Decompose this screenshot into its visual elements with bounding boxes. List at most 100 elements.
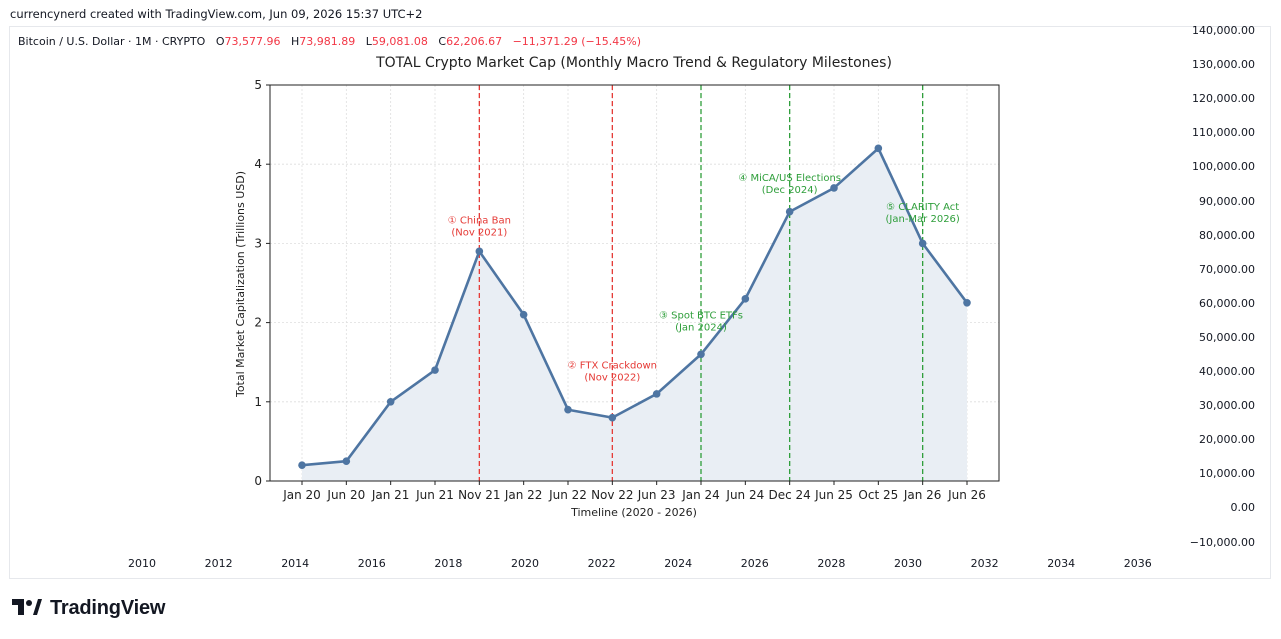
x-tick-label: Jan 20 bbox=[282, 488, 321, 502]
time-scale-label: 2034 bbox=[1047, 557, 1076, 570]
x-tick-label: Jan 21 bbox=[371, 488, 410, 502]
event-label-title: ① China Ban bbox=[448, 216, 511, 227]
event-label-date: (Dec 2024) bbox=[762, 185, 818, 196]
data-point bbox=[298, 461, 306, 469]
time-scale-label: 2022 bbox=[587, 557, 616, 570]
data-point bbox=[608, 413, 617, 422]
symbol-name[interactable]: Bitcoin / U.S. Dollar · 1M · CRYPTO bbox=[18, 35, 206, 48]
plot-border bbox=[269, 84, 1000, 482]
open-value: 73,577.96 bbox=[224, 35, 281, 48]
data-point bbox=[431, 366, 439, 374]
y-axis-label: Total Market Capitalization (Trillions U… bbox=[234, 171, 247, 398]
y-tick-label: 2 bbox=[254, 316, 262, 330]
price-scale-label: 100,000.00 bbox=[1192, 160, 1255, 174]
event-label-title: ④ MiCA/US Elections bbox=[738, 173, 841, 184]
x-tick-label: Jun 22 bbox=[548, 488, 587, 502]
event-label-date: (Jan 2024) bbox=[675, 323, 727, 334]
x-tick-label: Jan 22 bbox=[504, 488, 543, 502]
price-scale-label: 70,000.00 bbox=[1199, 262, 1255, 276]
price-scale-label: 130,000.00 bbox=[1192, 58, 1255, 72]
close-value: 62,206.67 bbox=[446, 35, 503, 48]
time-scale-label: 2010 bbox=[128, 557, 156, 570]
tradingview-logo-icon bbox=[12, 598, 42, 619]
data-point bbox=[785, 207, 794, 216]
low-label: L bbox=[365, 35, 372, 48]
series-line bbox=[301, 147, 969, 467]
data-point bbox=[918, 239, 927, 248]
price-scale-label: 90,000.00 bbox=[1199, 194, 1255, 208]
time-scale-label: 2026 bbox=[740, 557, 769, 570]
event-label-date: (Nov 2021) bbox=[451, 228, 507, 239]
data-point bbox=[830, 184, 838, 192]
event-label-title: ② FTX Crackdown bbox=[568, 361, 657, 372]
price-scale-label: 20,000.00 bbox=[1199, 433, 1255, 447]
x-tick-label: Jun 26 bbox=[947, 488, 986, 502]
price-scale-label: 80,000.00 bbox=[1199, 228, 1255, 242]
price-scale-label: 60,000.00 bbox=[1199, 296, 1255, 310]
data-point bbox=[652, 390, 661, 398]
x-tick-label: Oct 25 bbox=[858, 488, 898, 502]
high-value: 73,981.89 bbox=[299, 35, 356, 48]
x-tick-label: Jun 25 bbox=[814, 488, 853, 502]
tradingview-wordmark: TradingView bbox=[50, 597, 166, 619]
open-label: O bbox=[215, 35, 225, 48]
x-tick-label: Jan 24 bbox=[681, 488, 720, 502]
event-label-date: (Nov 2022) bbox=[584, 373, 640, 384]
time-scale-label: 2020 bbox=[511, 557, 539, 570]
data-point bbox=[963, 299, 971, 307]
x-tick-label: Nov 21 bbox=[458, 488, 501, 502]
x-tick-label: Jun 23 bbox=[637, 488, 676, 502]
x-tick-label: Dec 24 bbox=[769, 488, 811, 502]
data-point bbox=[386, 398, 395, 406]
price-scale-label: 10,000.00 bbox=[1199, 467, 1255, 481]
x-axis-label: Timeline (2020 - 2026) bbox=[570, 506, 697, 519]
event-label-title: ③ Spot BTC ETFs bbox=[659, 311, 743, 322]
data-point bbox=[741, 295, 750, 303]
x-tick-label: Jun 20 bbox=[326, 488, 365, 502]
event-label-date: (Jan-Mar 2026) bbox=[886, 214, 960, 225]
price-scale-label: 50,000.00 bbox=[1199, 330, 1255, 344]
data-point bbox=[342, 457, 351, 466]
time-scale-label: 2018 bbox=[434, 557, 463, 570]
time-scale-label: 2012 bbox=[204, 557, 233, 570]
high-label: H bbox=[291, 35, 300, 48]
low-value: 59,081.08 bbox=[371, 35, 428, 48]
price-scale[interactable]: 140,000.00 130,000.00 120,000.00 110,000.00… bbox=[1182, 0, 1281, 600]
y-tick-label: 3 bbox=[254, 236, 262, 250]
time-scale-label: 2036 bbox=[1123, 557, 1152, 570]
y-tick-label: 0 bbox=[254, 474, 262, 488]
chart-frame bbox=[9, 26, 1271, 579]
chart-title: TOTAL Crypto Market Cap (Monthly Macro T… bbox=[375, 55, 892, 71]
symbol-legend: Bitcoin / U.S. Dollar · 1M · CRYPTO O73,… bbox=[18, 35, 641, 48]
price-scale-label: −10,000.00 bbox=[1189, 535, 1255, 549]
y-tick-label: 5 bbox=[254, 78, 262, 92]
price-scale-label: 120,000.00 bbox=[1192, 92, 1255, 106]
y-tick-label: 1 bbox=[254, 395, 262, 409]
price-scale-label: 30,000.00 bbox=[1199, 399, 1255, 413]
close-label: C bbox=[438, 35, 447, 48]
data-point bbox=[564, 405, 572, 414]
area-fill bbox=[302, 148, 967, 482]
data-point bbox=[519, 310, 528, 319]
change-value: −11,371.29 (−15.45%) bbox=[512, 35, 642, 48]
event-label-title: ⑤ CLARITY Act bbox=[886, 202, 959, 213]
time-scale-label: 2032 bbox=[970, 557, 999, 570]
time-scale-label: 2028 bbox=[817, 557, 846, 570]
price-scale-label: 40,000.00 bbox=[1199, 365, 1255, 378]
time-scale-label: 2014 bbox=[281, 557, 310, 570]
price-scale-label: 110,000.00 bbox=[1192, 126, 1255, 140]
x-tick-label: Nov 22 bbox=[591, 488, 634, 502]
time-scale-label: 2030 bbox=[894, 557, 922, 570]
x-tick-label: Jun 21 bbox=[415, 488, 454, 502]
y-tick-label: 4 bbox=[254, 157, 262, 171]
x-tick-label: Jan 26 bbox=[903, 488, 942, 502]
time-scale-label: 2024 bbox=[664, 557, 693, 570]
data-point bbox=[874, 144, 883, 153]
chart-attribution: currencynerd created with TradingView.co… bbox=[10, 7, 423, 21]
tradingview-brand[interactable]: TradingView bbox=[12, 597, 165, 620]
data-point bbox=[697, 350, 705, 359]
price-scale-label: 140,000.00 bbox=[1192, 24, 1255, 37]
x-tick-label: Jun 24 bbox=[725, 488, 764, 502]
time-scale-label: 2016 bbox=[357, 557, 386, 570]
